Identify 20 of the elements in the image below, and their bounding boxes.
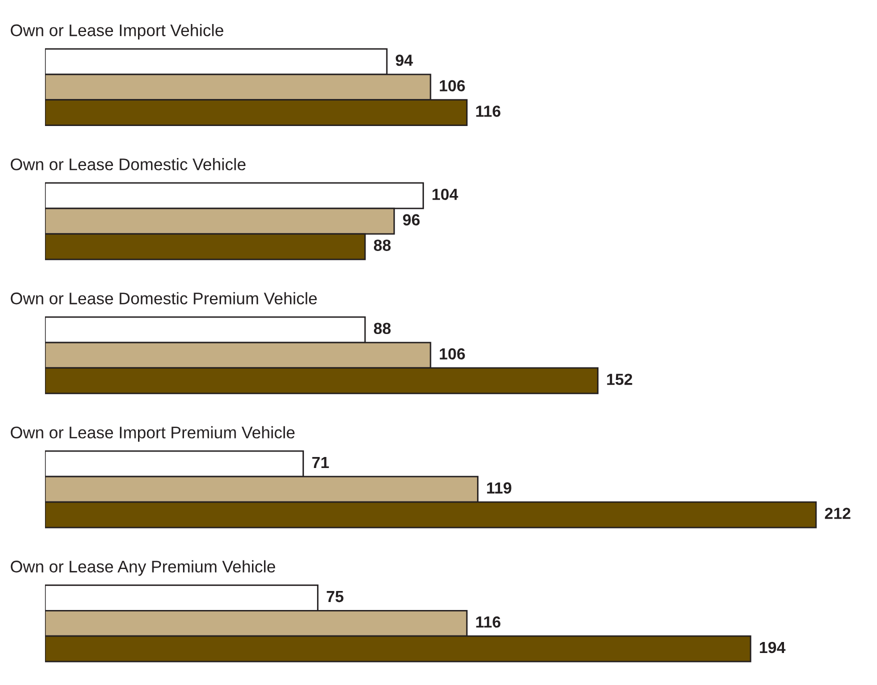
data-label: 88 — [374, 240, 391, 251]
y-tick-label: Own or Lease Import Premium Vehicle — [10, 426, 295, 442]
data-label: 96 — [403, 214, 420, 226]
data-label: 106 — [440, 348, 465, 360]
data-label: 94 — [396, 54, 413, 66]
y-tick-label: Own or Lease Any Premium Vehicle — [10, 560, 276, 576]
data-label: 119 — [487, 482, 512, 494]
data-label: 104 — [432, 188, 458, 200]
data-label: 152 — [607, 374, 632, 386]
data-label: 106 — [440, 80, 465, 92]
data-label: 116 — [476, 106, 500, 117]
data-label: 75 — [326, 591, 344, 602]
data-label: 71 — [312, 456, 329, 468]
y-tick-label: Own or Lease Import Vehicle — [10, 24, 224, 40]
y-tick-label: Own or Lease Domestic Vehicle — [10, 158, 246, 170]
data-label: 194 — [760, 642, 786, 654]
data-label: 116 — [476, 616, 500, 628]
data-label: 88 — [374, 322, 391, 334]
data-label: 212 — [824, 508, 850, 519]
y-tick-label: Own or Lease Domestic Premium Vehicle — [10, 292, 317, 304]
